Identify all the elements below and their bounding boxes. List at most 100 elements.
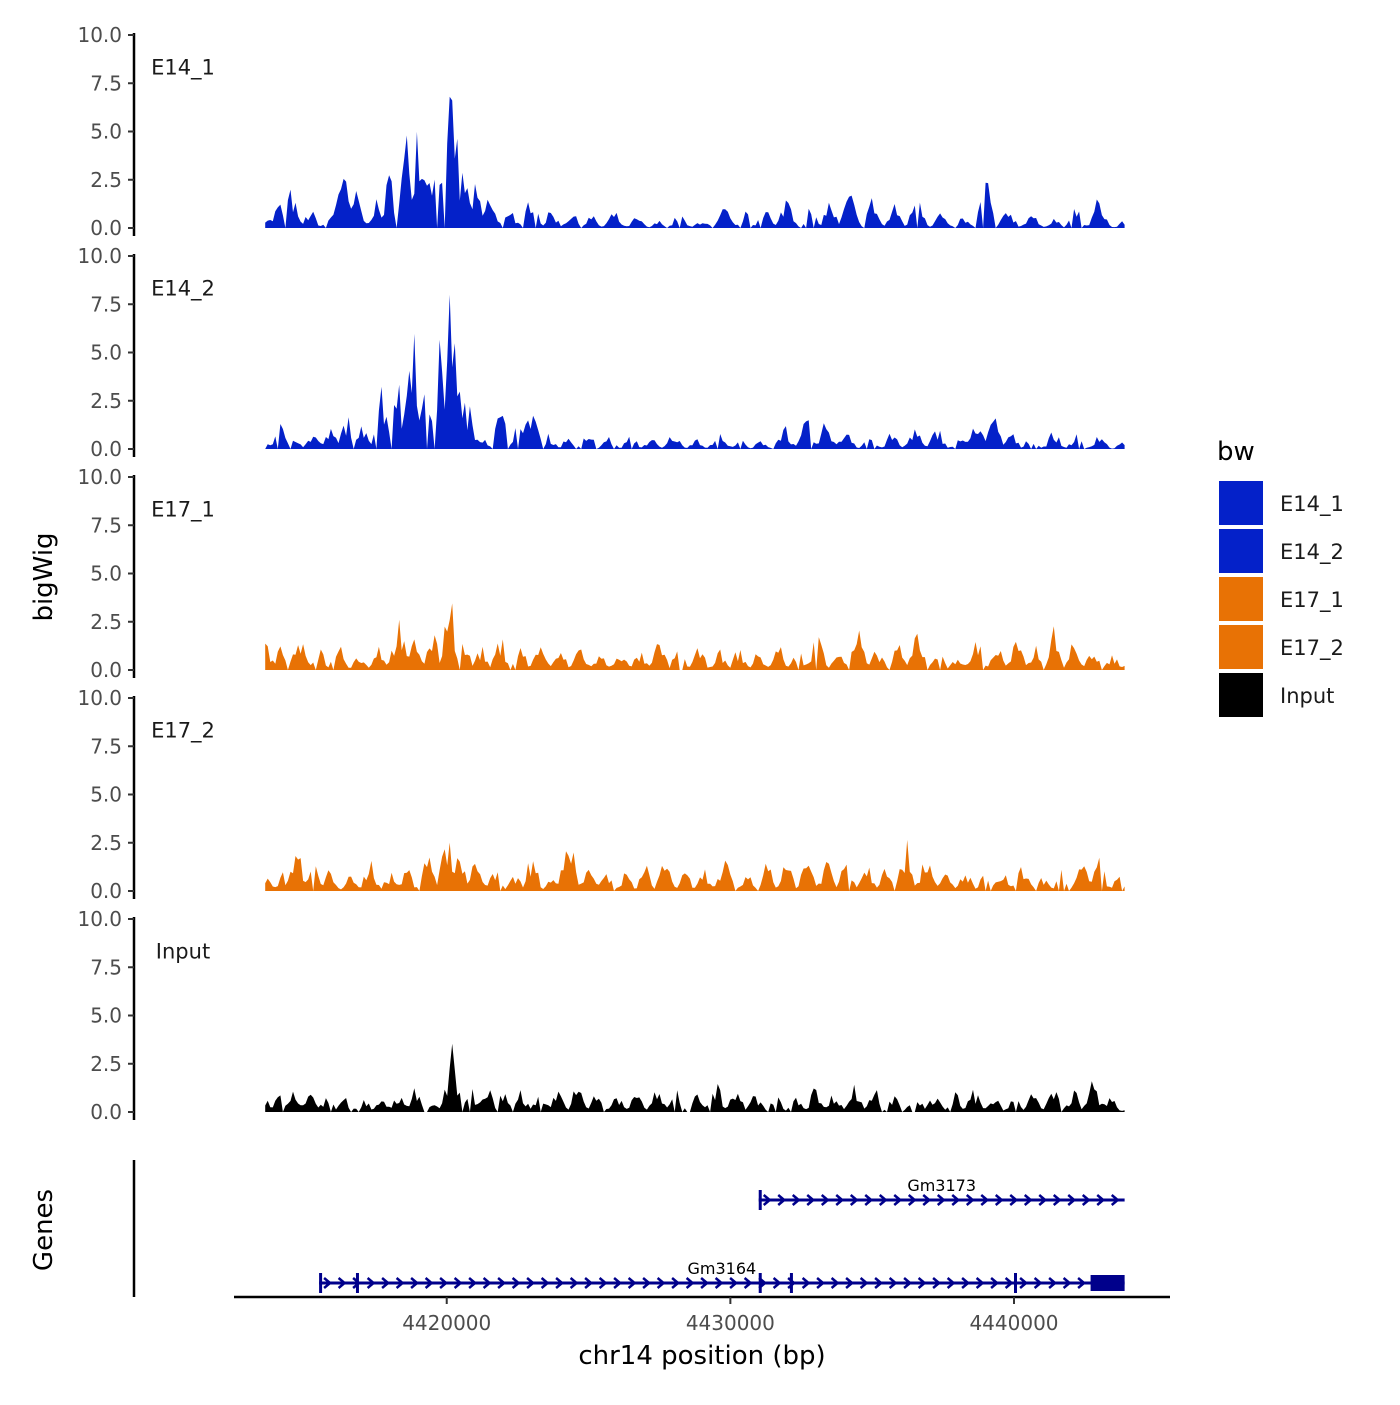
signal-area-E14_1 xyxy=(265,96,1125,228)
strand-arrow xyxy=(468,1277,478,1289)
signal-area-E17_1 xyxy=(265,603,1125,670)
facet-label-E14_1: E14_1 xyxy=(151,56,215,81)
strand-arrow xyxy=(762,1194,772,1206)
y-tick-label-E14_1: 5.0 xyxy=(90,120,122,144)
x-axis: chr14 position (bp) 4420000 4430000 444000… xyxy=(234,1295,1170,1371)
strand-arrow xyxy=(671,1277,681,1289)
legend-title: bw xyxy=(1217,437,1255,467)
strand-arrow xyxy=(627,1277,637,1289)
strand-arrow xyxy=(835,1194,845,1206)
strand-arrow xyxy=(845,1277,855,1289)
y-tick-label-E17_1: 7.5 xyxy=(90,513,122,537)
strand-arrow xyxy=(1067,1194,1077,1206)
strand-arrow xyxy=(922,1194,932,1206)
strand-arrow xyxy=(410,1277,420,1289)
y-axis-title-group: bigWig xyxy=(29,532,59,621)
strand-arrow xyxy=(424,1277,434,1289)
y-tick-label-E14_1: 7.5 xyxy=(90,71,122,95)
strand-arrow xyxy=(874,1277,884,1289)
legend-label-E17_1: E17_1 xyxy=(1280,588,1344,613)
strand-arrow xyxy=(893,1194,903,1206)
strand-arrow xyxy=(381,1277,391,1289)
legend-swatch-Input xyxy=(1219,673,1263,717)
y-tick-label-E17_2: 0.0 xyxy=(90,879,122,903)
x-tick-label: 4420000 xyxy=(402,1311,491,1335)
y-tick-label-Input: 0.0 xyxy=(90,1100,122,1124)
strand-arrow xyxy=(700,1277,710,1289)
strand-arrow xyxy=(975,1277,985,1289)
strand-arrow xyxy=(1062,1277,1072,1289)
y-tick-label-E14_2: 2.5 xyxy=(90,389,122,413)
strand-arrow xyxy=(598,1277,608,1289)
strand-arrow xyxy=(1009,1194,1019,1206)
facet-label-E17_1: E17_1 xyxy=(151,498,215,523)
y-tick-label-E17_2: 7.5 xyxy=(90,734,122,758)
legend: bw E14_1 E14_2 E17_1 E17_2 Input xyxy=(1217,437,1344,717)
strand-arrow xyxy=(1019,1277,1029,1289)
y-axis-title: bigWig xyxy=(29,532,59,621)
y-tick-label-E17_1: 2.5 xyxy=(90,610,122,634)
strand-arrow xyxy=(1077,1277,1087,1289)
strand-arrow xyxy=(1023,1194,1033,1206)
strand-arrow xyxy=(849,1194,859,1206)
x-tick-label: 4440000 xyxy=(969,1311,1058,1335)
y-tick-label-E14_2: 0.0 xyxy=(90,437,122,461)
y-tick-label-E17_1: 0.0 xyxy=(90,658,122,682)
y-tick-label-E17_1: 10.0 xyxy=(77,465,122,489)
y-tick-label-Input: 10.0 xyxy=(77,907,122,931)
strand-arrow xyxy=(482,1277,492,1289)
exon xyxy=(1014,1273,1017,1293)
y-tick-label-Input: 7.5 xyxy=(90,955,122,979)
strand-arrow xyxy=(352,1277,362,1289)
legend-swatch-E17_1 xyxy=(1219,577,1263,621)
strand-arrow xyxy=(656,1277,666,1289)
strand-arrow xyxy=(439,1277,449,1289)
bigwig-tracks: 0.0 2.5 5.0 7.5 10.0 E14_1 0.0 2.5 5.0 7.5 10.0 E14… xyxy=(77,23,1125,1124)
gene-label-Gm3164: Gm3164 xyxy=(688,1259,757,1278)
track-Input: 0.0 2.5 5.0 7.5 10.0 Input xyxy=(77,907,1125,1124)
signal-area-Input xyxy=(265,1043,1125,1112)
genes-axis-title: Genes xyxy=(29,1189,59,1271)
strand-arrow xyxy=(569,1277,579,1289)
track-E17_1: 0.0 2.5 5.0 7.5 10.0 E17_1 xyxy=(77,465,1125,682)
strand-arrow xyxy=(743,1277,753,1289)
strand-arrow xyxy=(994,1194,1004,1206)
strand-arrow xyxy=(453,1277,463,1289)
strand-arrow xyxy=(946,1277,956,1289)
strand-arrow xyxy=(888,1277,898,1289)
strand-arrow xyxy=(511,1277,521,1289)
strand-arrow xyxy=(613,1277,623,1289)
exon xyxy=(1090,1275,1125,1291)
y-tick-label-E17_2: 5.0 xyxy=(90,783,122,807)
strand-arrow xyxy=(1038,1194,1048,1206)
strand-arrow xyxy=(685,1277,695,1289)
strand-arrow xyxy=(395,1277,405,1289)
strand-arrow xyxy=(951,1194,961,1206)
strand-arrow xyxy=(540,1277,550,1289)
strand-arrow xyxy=(777,1194,787,1206)
y-tick-label-E17_2: 2.5 xyxy=(90,831,122,855)
y-tick-label-E14_1: 0.0 xyxy=(90,216,122,240)
x-axis-title: chr14 position (bp) xyxy=(578,1341,825,1371)
y-tick-label-Input: 5.0 xyxy=(90,1004,122,1028)
strand-arrow xyxy=(772,1277,782,1289)
gene-Gm3173: Gm3173 xyxy=(758,1176,1125,1210)
strand-arrow xyxy=(1052,1194,1062,1206)
y-tick-label-E14_1: 10.0 xyxy=(77,23,122,47)
exon xyxy=(758,1273,762,1293)
gene-Gm3164: Gm3164 xyxy=(319,1259,1125,1293)
facet-label-Input: Input xyxy=(156,940,210,964)
strand-arrow xyxy=(526,1277,536,1289)
x-tick-label: 4430000 xyxy=(686,1311,775,1335)
facet-label-E17_2: E17_2 xyxy=(151,719,215,744)
legend-swatch-E17_2 xyxy=(1219,625,1263,669)
strand-arrow xyxy=(932,1277,942,1289)
strand-arrow xyxy=(830,1277,840,1289)
strand-arrow xyxy=(806,1194,816,1206)
strand-arrow xyxy=(903,1277,913,1289)
strand-arrow xyxy=(337,1277,347,1289)
legend-label-E14_1: E14_1 xyxy=(1280,492,1344,517)
strand-arrow xyxy=(917,1277,927,1289)
